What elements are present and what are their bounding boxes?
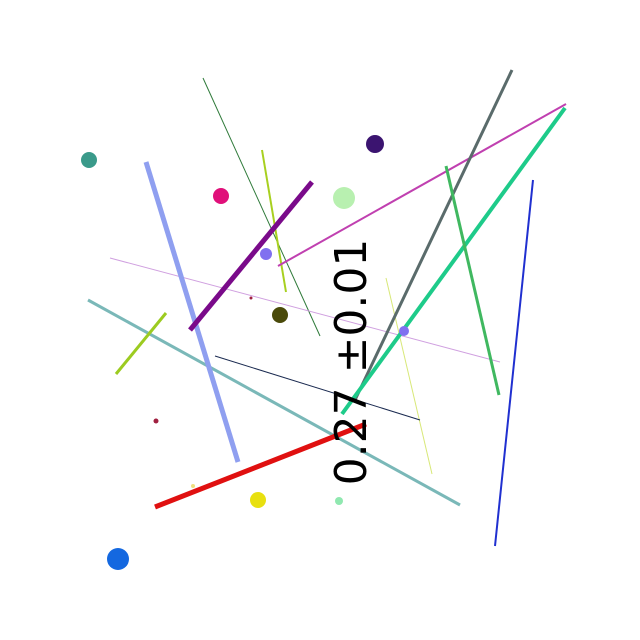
purple-line xyxy=(188,180,314,332)
teal-dot xyxy=(81,152,97,168)
pale-yellow-line xyxy=(385,277,433,475)
violet-dot-2 xyxy=(399,326,409,336)
violet-dot xyxy=(260,248,272,260)
blue-line xyxy=(494,179,534,547)
mint-dot xyxy=(333,187,355,209)
green-line xyxy=(340,106,567,416)
maroon-dot xyxy=(153,418,159,424)
lavender-line xyxy=(109,257,501,363)
red-line xyxy=(154,421,367,510)
lime-line xyxy=(114,312,168,375)
leaf-green-line xyxy=(444,165,501,396)
indigo-dot xyxy=(366,135,384,153)
light-yellow-dot xyxy=(191,484,195,488)
olive-dot xyxy=(272,307,288,323)
dark-green-line xyxy=(202,77,321,337)
yellow-dot xyxy=(250,492,266,508)
yellow-green-line xyxy=(261,149,287,293)
navy-line xyxy=(214,355,421,421)
measurement-value-text: 0.27 ±0.01 xyxy=(326,239,377,486)
pink-dot xyxy=(213,188,229,204)
periwinkle-line xyxy=(143,161,241,463)
tiny-crimson-dot xyxy=(249,296,253,300)
blue-dot xyxy=(107,548,129,570)
magenta-line xyxy=(277,103,567,267)
gray-line xyxy=(353,69,514,401)
light-green-dot xyxy=(335,497,343,505)
